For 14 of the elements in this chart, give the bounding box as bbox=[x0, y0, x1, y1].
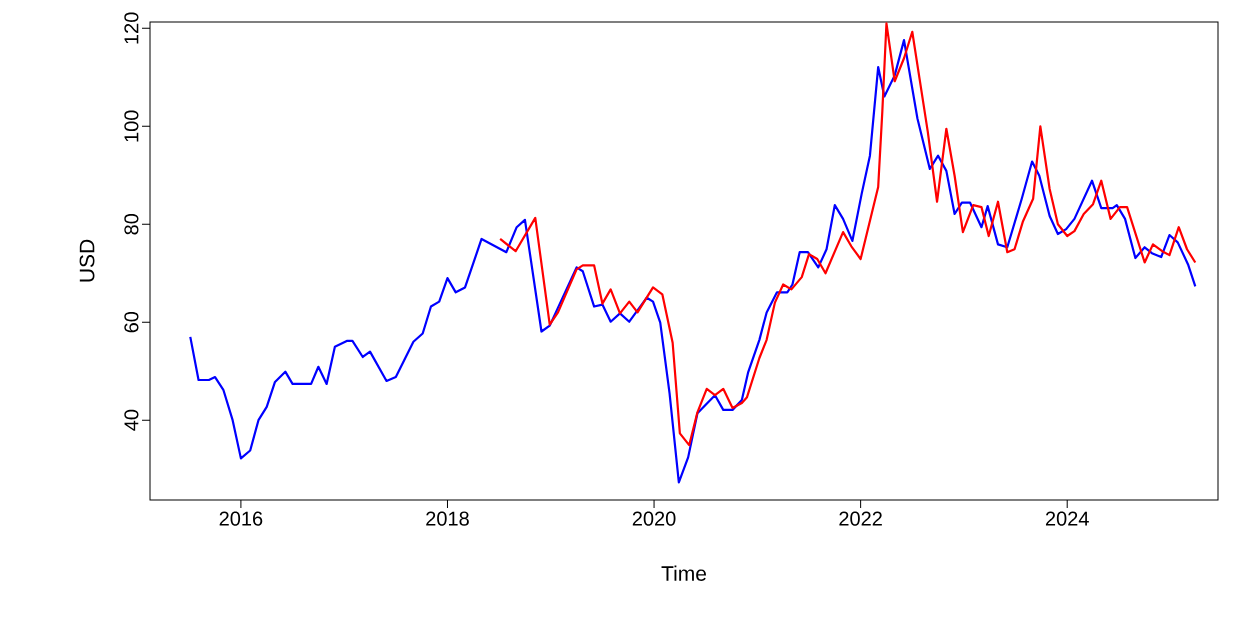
y-axis-title: USD bbox=[79, 239, 95, 282]
y-tick-label: 120 bbox=[124, 12, 139, 44]
x-tick-label: 2016 bbox=[219, 511, 263, 526]
x-axis-title: Time bbox=[661, 565, 707, 581]
y-tick-label: 80 bbox=[124, 213, 139, 235]
y-tick-label: 40 bbox=[124, 409, 139, 431]
x-tick-label: 2018 bbox=[426, 511, 469, 526]
y-tick-label: 60 bbox=[124, 311, 139, 333]
line-series bbox=[499, 22, 1197, 447]
y-tick-label: 100 bbox=[124, 110, 139, 142]
line-series bbox=[189, 39, 1197, 484]
x-tick-label: 2020 bbox=[632, 511, 676, 526]
x-tick-label: 2022 bbox=[839, 511, 882, 526]
x-tick-label: 2024 bbox=[1045, 511, 1089, 526]
